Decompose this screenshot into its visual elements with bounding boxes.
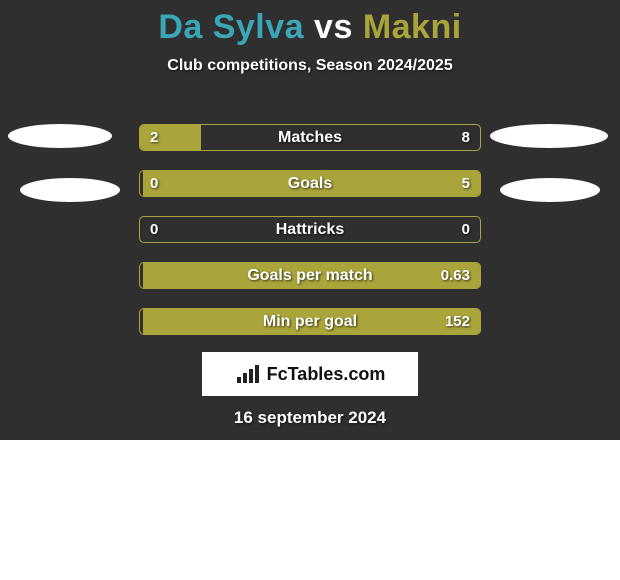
stat-row: 0 0Hattricks bbox=[139, 216, 481, 243]
decorative-ellipse bbox=[20, 178, 120, 202]
bar-left-value: 2 bbox=[150, 125, 158, 150]
date-line: 16 september 2024 bbox=[0, 408, 620, 428]
player2-name: Makni bbox=[363, 8, 462, 46]
bar-right-fill bbox=[143, 309, 480, 334]
stat-row: 0.63Goals per match bbox=[139, 262, 481, 289]
subtitle: Club competitions, Season 2024/2025 bbox=[0, 57, 620, 75]
bar-right-value: 152 bbox=[445, 309, 470, 334]
bar-right-fill bbox=[143, 171, 480, 196]
canvas: Da Sylva vs Makni Club competitions, Sea… bbox=[0, 0, 620, 580]
stat-row: 28Matches bbox=[139, 124, 481, 151]
bar-right-value: 0 bbox=[462, 217, 470, 242]
decorative-ellipse bbox=[500, 178, 600, 202]
bar-right-value: 8 bbox=[462, 125, 470, 150]
brand-text: FcTables.com bbox=[267, 364, 386, 385]
bar-label: Hattricks bbox=[140, 217, 480, 242]
page-title: Da Sylva vs Makni bbox=[0, 0, 620, 47]
decorative-ellipse bbox=[490, 124, 608, 148]
bar-right-fill bbox=[143, 263, 480, 288]
comparison-bars: 28Matches05Goals00Hattricks0.63Goals per… bbox=[0, 124, 620, 354]
bar-right-value: 0.63 bbox=[441, 263, 470, 288]
decorative-ellipse bbox=[8, 124, 112, 148]
player1-name: Da Sylva bbox=[158, 8, 304, 46]
brand-inner: FcTables.com bbox=[235, 363, 386, 385]
vs-text: vs bbox=[314, 8, 353, 46]
stat-row: 152Min per goal bbox=[139, 308, 481, 335]
bar-left-value: 0 bbox=[150, 217, 158, 242]
stat-row: 05Goals bbox=[139, 170, 481, 197]
dark-panel: Da Sylva vs Makni Club competitions, Sea… bbox=[0, 0, 620, 440]
brand-box: FcTables.com bbox=[202, 352, 418, 396]
bar-right-value: 5 bbox=[462, 171, 470, 196]
brand-bars-icon bbox=[235, 363, 263, 385]
bar-left-value: 0 bbox=[150, 171, 158, 196]
